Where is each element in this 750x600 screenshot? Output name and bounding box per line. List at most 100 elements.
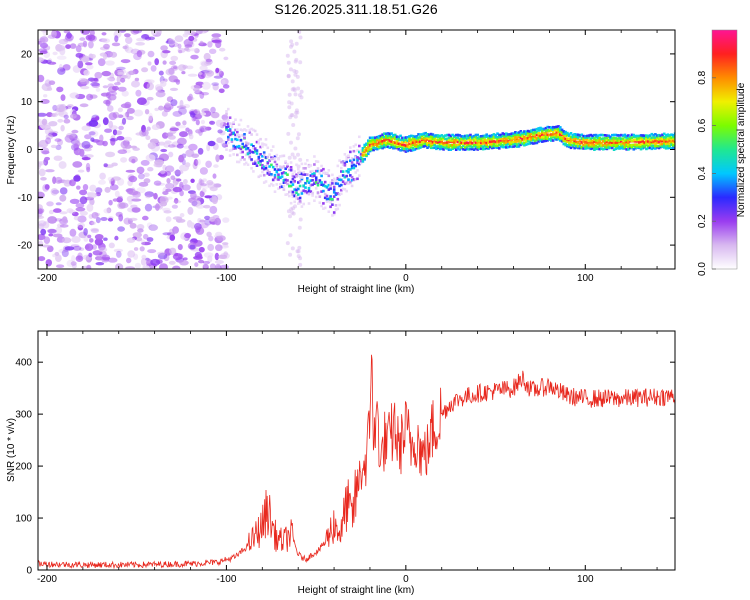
ridge-cell — [449, 148, 453, 151]
ridge-cell — [291, 172, 295, 176]
noise-cell — [154, 84, 162, 92]
ridge-cell — [643, 134, 646, 137]
noise-cell — [75, 203, 85, 208]
ridge-cell — [241, 134, 244, 137]
ridge-cell — [429, 139, 433, 143]
ridge-cell — [239, 118, 243, 122]
noise-cell — [135, 237, 143, 242]
noise-cell — [158, 70, 164, 76]
noise-cell — [286, 131, 291, 136]
ridge-cell — [347, 182, 350, 185]
ridge-cell — [282, 178, 286, 182]
ridge-cell — [551, 135, 555, 139]
ridge-cell — [266, 172, 270, 175]
ridge-cell — [605, 147, 609, 151]
ridge-cell — [390, 143, 393, 147]
ridge-cell — [480, 144, 483, 148]
ridge-cell — [429, 135, 433, 138]
noise-cell — [297, 93, 302, 98]
ridge-cell — [241, 156, 244, 159]
ridge-cell — [528, 142, 532, 145]
ridge-cell — [445, 147, 449, 150]
noise-cell — [126, 107, 135, 114]
ridge-cell — [445, 141, 449, 144]
ridge-cell — [368, 148, 372, 151]
ridge-cell — [528, 135, 532, 138]
ridge-cell — [379, 134, 383, 138]
ridge-cell — [637, 145, 641, 148]
noise-cell — [90, 227, 99, 232]
ridge-cell — [573, 139, 576, 143]
ridge-cell — [620, 133, 623, 137]
noise-cell — [289, 113, 294, 118]
ridge-cell — [341, 161, 345, 164]
ridge-cell — [621, 137, 625, 140]
ridge-cell — [431, 140, 435, 144]
ridge-cell — [555, 133, 558, 137]
ridge-cell — [227, 138, 230, 141]
noise-cell — [198, 259, 205, 264]
ridge-cell — [370, 147, 374, 151]
ridge-cell — [575, 140, 578, 144]
ridge-cell — [471, 147, 474, 151]
noise-cell — [222, 242, 229, 246]
noise-cell — [108, 242, 115, 249]
ridge-cell — [560, 130, 564, 133]
noise-cell — [88, 252, 93, 258]
noise-cell — [136, 50, 143, 58]
ridge-cell — [564, 134, 567, 138]
noise-cell — [38, 40, 42, 45]
ridge-cell — [377, 136, 381, 140]
ridge-cell — [386, 139, 390, 143]
ridge-cell — [228, 154, 232, 157]
ridge-cell — [447, 133, 451, 137]
ridge-cell — [578, 146, 582, 150]
ridge-cell — [284, 193, 287, 196]
ridge-cell — [585, 145, 589, 148]
ridge-cell — [257, 157, 261, 160]
noise-cell — [95, 217, 101, 224]
ridge-cell — [444, 134, 447, 137]
ridge-cell — [573, 141, 576, 145]
noise-cell — [196, 158, 202, 166]
ridge-cell — [605, 143, 609, 147]
ridge-cell — [262, 173, 266, 177]
noise-cell — [84, 134, 92, 140]
ridge-cell — [390, 145, 393, 149]
ridge-cell — [318, 170, 322, 173]
ridge-cell — [338, 193, 341, 196]
ridge-cell — [517, 135, 521, 138]
ridge-cell — [248, 157, 252, 160]
ridge-cell — [607, 141, 610, 145]
ridge-cell — [401, 143, 404, 146]
ridge-cell — [264, 165, 268, 168]
ridge-cell — [306, 159, 309, 162]
ridge-cell — [336, 182, 340, 186]
ridge-cell — [523, 137, 526, 140]
noise-cell — [135, 42, 146, 46]
ridge-cell — [514, 142, 517, 145]
ridge-cell — [494, 135, 497, 139]
ridge-cell — [336, 197, 340, 201]
ridge-cell — [607, 145, 610, 149]
ridge-cell — [506, 139, 510, 143]
ridge-cell — [297, 168, 300, 171]
noise-cell — [193, 109, 198, 114]
ridge-cell — [356, 161, 359, 165]
noise-cell — [191, 153, 200, 157]
ridge-cell — [336, 176, 340, 180]
ridge-cell — [248, 131, 252, 134]
noise-cell — [89, 130, 99, 137]
noise-cell — [142, 265, 150, 269]
ridge-cell — [433, 134, 436, 137]
ridge-cell — [614, 138, 618, 142]
ridge-cell — [304, 173, 307, 176]
ridge-cell — [636, 138, 639, 142]
ridge-cell — [551, 139, 555, 142]
ridge-cell — [481, 140, 485, 144]
noise-cell — [202, 263, 209, 269]
ridge-cell — [436, 135, 440, 139]
ridge-cell — [494, 140, 497, 144]
ridge-cell — [481, 147, 485, 151]
noise-cell — [203, 69, 213, 75]
